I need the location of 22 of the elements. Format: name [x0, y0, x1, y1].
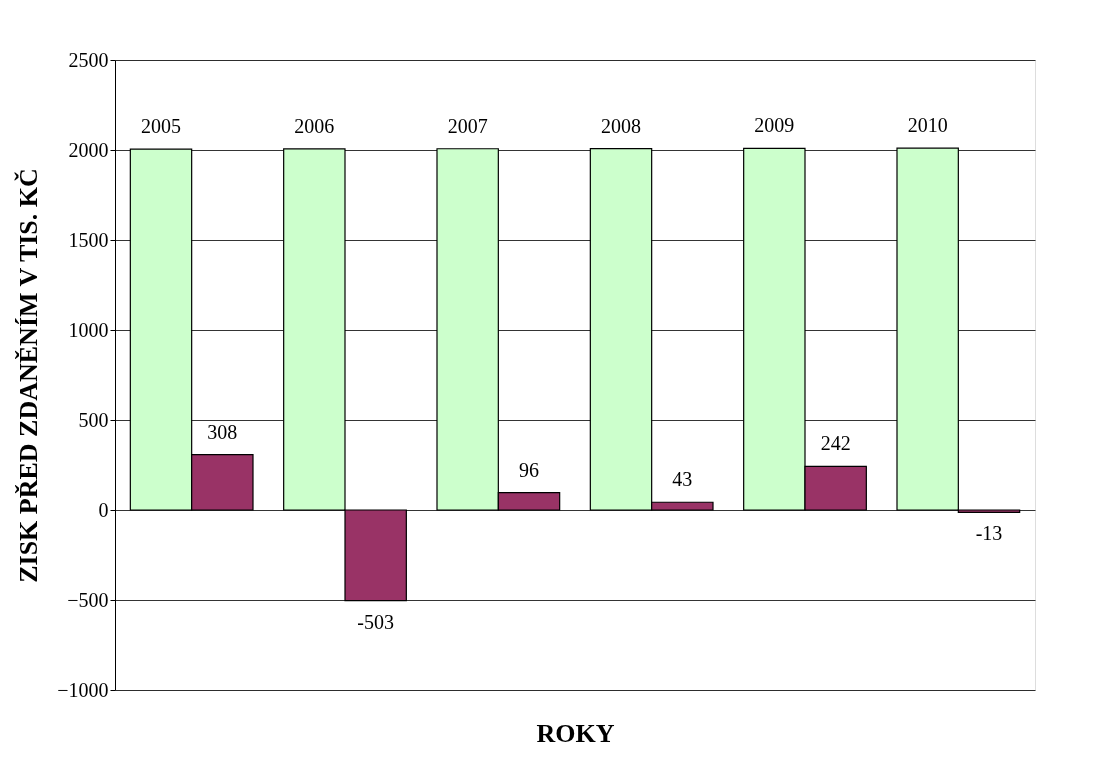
data-label: 2006	[294, 114, 335, 137]
data-label: 43	[672, 468, 693, 491]
y-tick-label: 1000	[68, 318, 109, 341]
data-label: -503	[357, 610, 394, 633]
data-label: 2008	[601, 114, 641, 137]
y-tick-label: 2500	[68, 48, 109, 71]
data-label: 2010	[907, 114, 948, 137]
data-label: 96	[519, 458, 539, 481]
y-tick-label: 0	[98, 498, 109, 521]
y-tick-label: 500	[78, 408, 109, 431]
data-label: 242	[820, 432, 851, 455]
y-tick-label: −1000	[57, 678, 109, 701]
y-axis-title: ZISK PŘED ZDANĚNÍM V TIS. KČ	[14, 168, 44, 583]
y-tick-label: 1500	[68, 228, 109, 251]
data-label: 2007	[447, 114, 488, 137]
data-label: 2009	[754, 114, 795, 137]
y-tick-label: 2000	[68, 138, 109, 161]
data-label: -13	[975, 522, 1003, 545]
x-axis-title: ROKY	[536, 718, 615, 748]
data-label: 2005	[141, 115, 181, 138]
data-label: 308	[207, 420, 238, 443]
y-tick-label: −500	[67, 588, 109, 611]
